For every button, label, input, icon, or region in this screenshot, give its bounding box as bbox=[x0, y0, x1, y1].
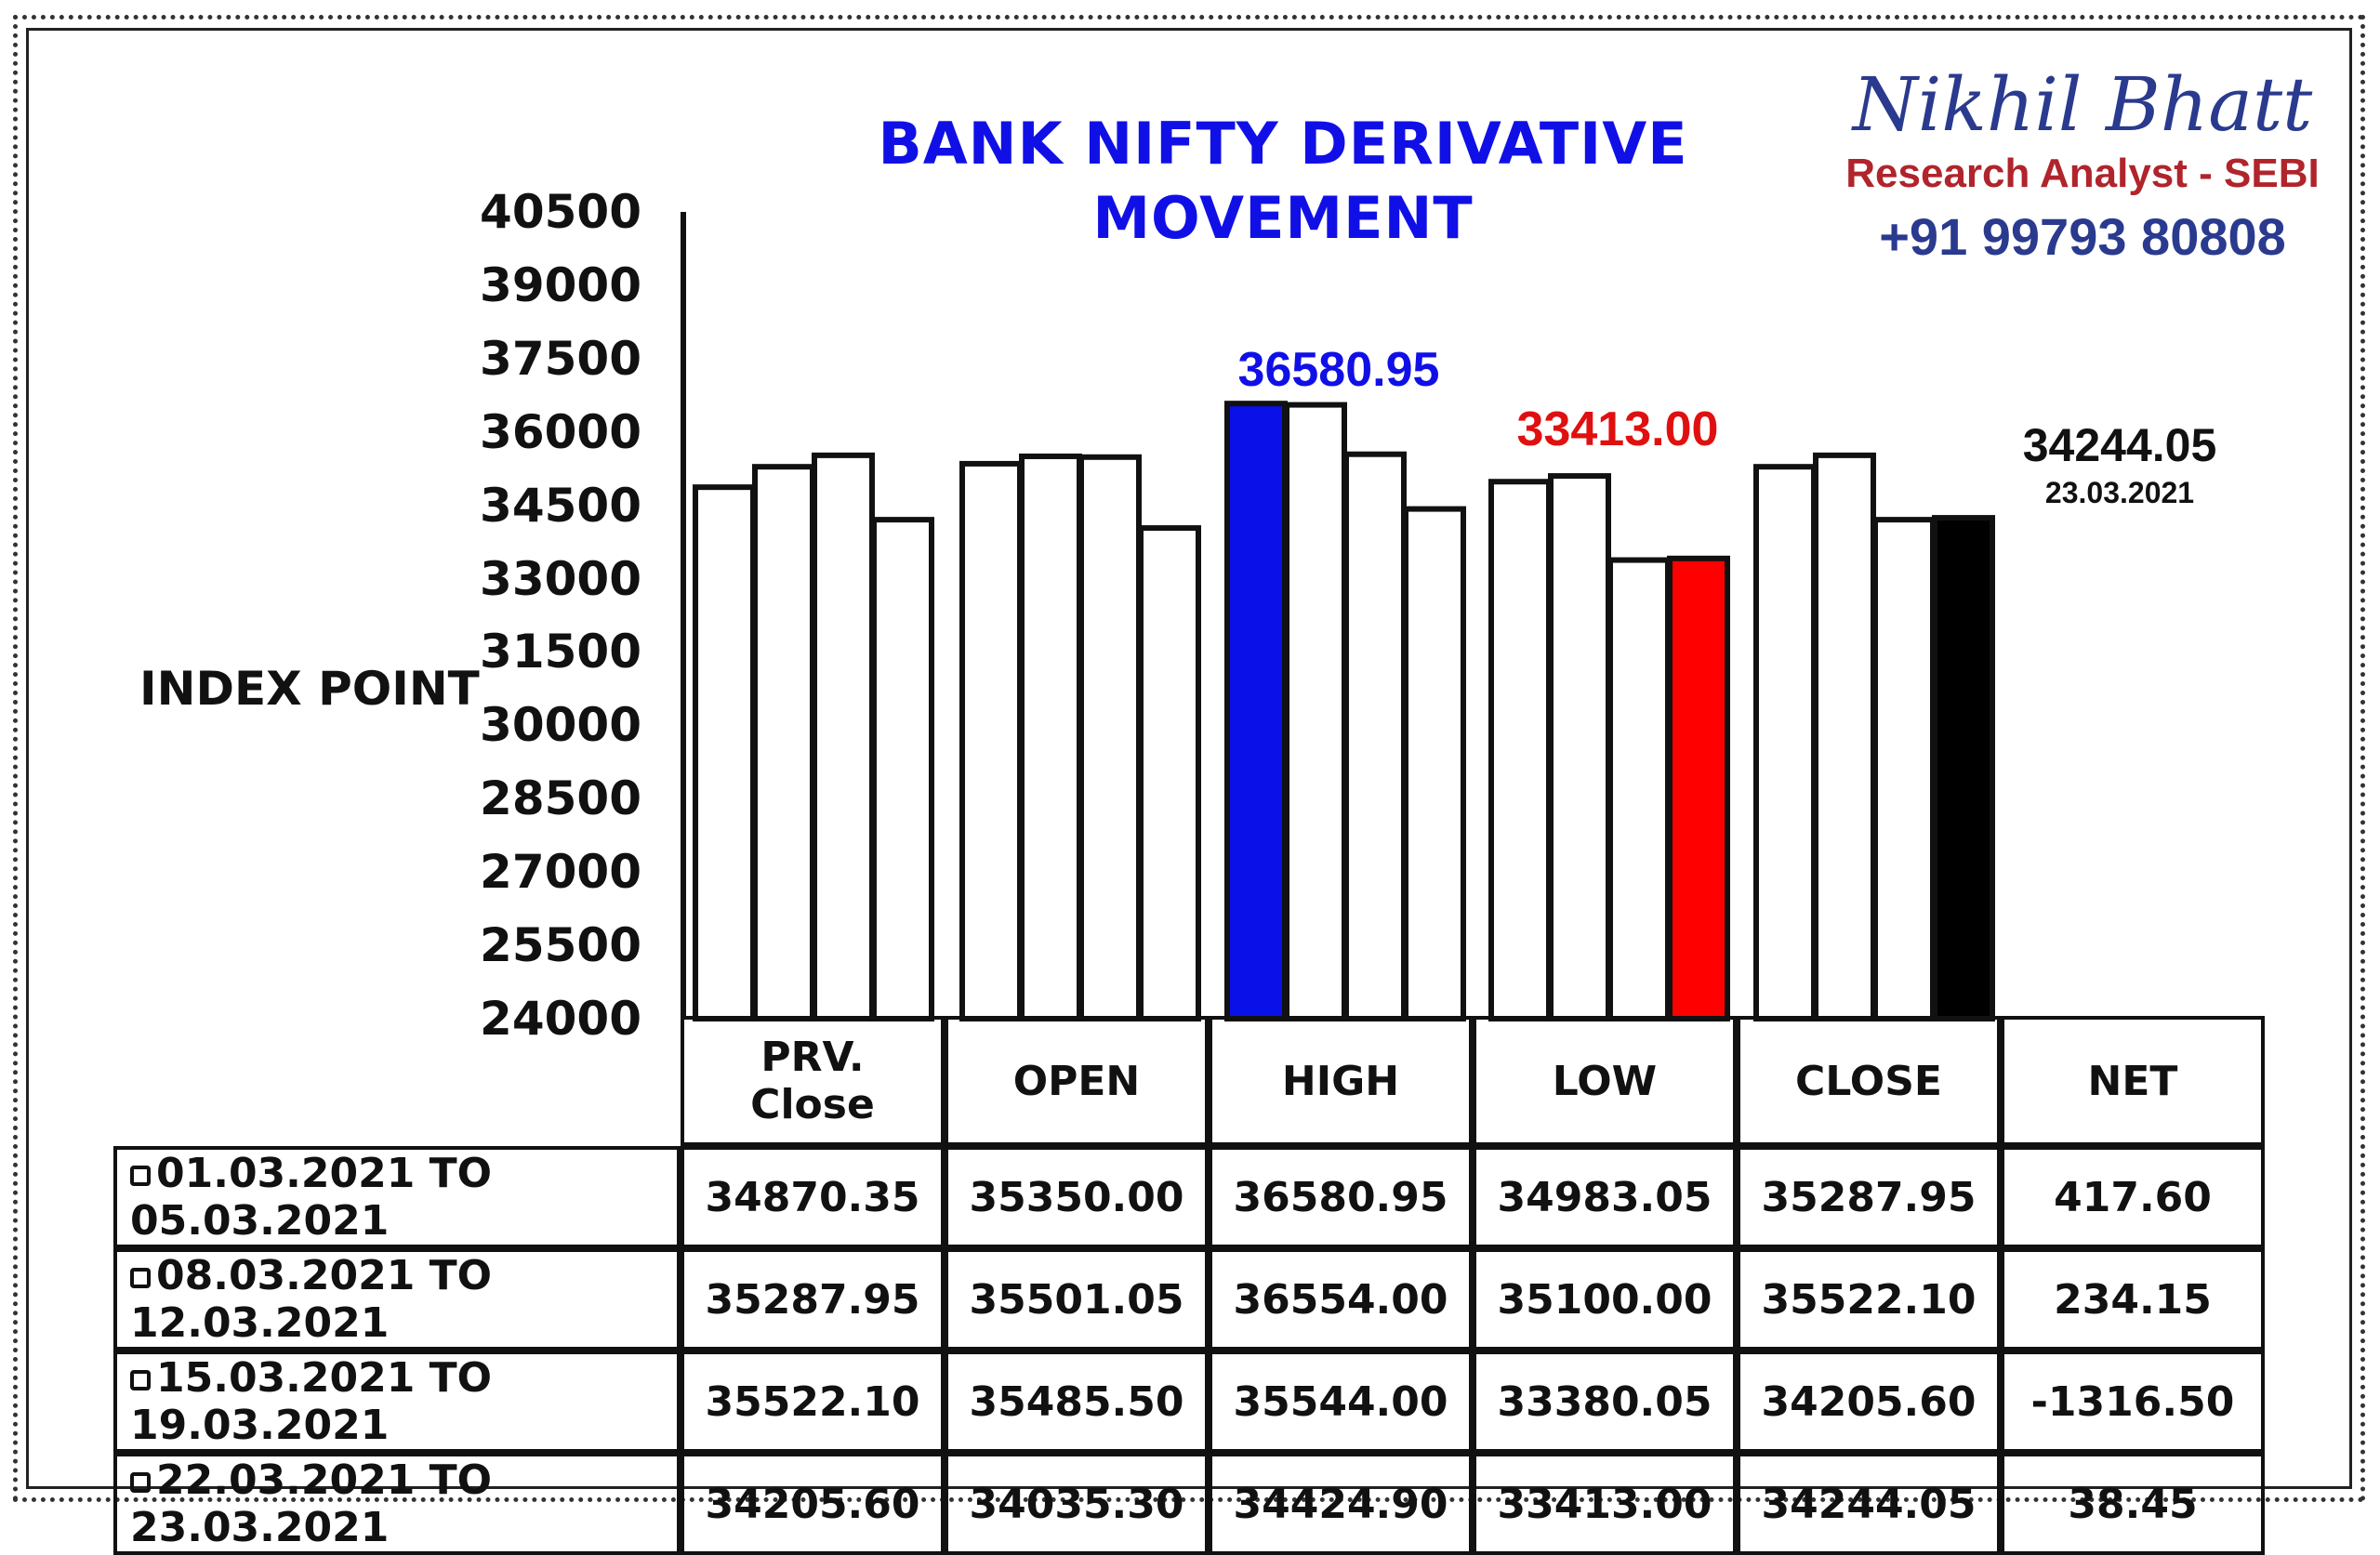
cell-prv-close: 34870.35 bbox=[681, 1146, 945, 1248]
bar-close-s3 bbox=[1872, 517, 1936, 1021]
table-corner bbox=[113, 1016, 681, 1146]
brand-phone: +91 99793 80808 bbox=[1879, 207, 2286, 266]
inner-frame bbox=[26, 28, 2352, 1489]
bar-close-s4 bbox=[1932, 515, 1995, 1021]
bar-open-s3 bbox=[1078, 454, 1142, 1021]
cell-low: 35100.00 bbox=[1473, 1248, 1737, 1351]
cell-open: 35485.50 bbox=[945, 1351, 1209, 1453]
y-tick-label: 24000 bbox=[480, 992, 641, 1046]
bar-low-s1 bbox=[1488, 479, 1552, 1021]
legend-swatch bbox=[130, 1370, 151, 1390]
cell-net: 38.45 bbox=[2001, 1453, 2265, 1555]
cell-open: 35501.05 bbox=[945, 1248, 1209, 1351]
cell-high: 34424.90 bbox=[1209, 1453, 1473, 1555]
y-tick-label: 31500 bbox=[480, 625, 641, 679]
cell-close: 35522.10 bbox=[1737, 1248, 2001, 1351]
header-net: NET bbox=[2001, 1016, 2265, 1146]
high-callout: 36580.95 bbox=[1237, 343, 1440, 397]
cell-close: 34244.05 bbox=[1737, 1453, 2001, 1555]
legend-swatch bbox=[130, 1268, 151, 1288]
header-prv-close: PRV. Close bbox=[681, 1016, 945, 1146]
table-row: 01.03.2021 TO 05.03.2021 34870.35 35350.… bbox=[113, 1146, 2265, 1248]
cell-close: 35287.95 bbox=[1737, 1146, 2001, 1248]
y-tick-label: 27000 bbox=[480, 845, 641, 900]
cell-high: 36580.95 bbox=[1209, 1146, 1473, 1248]
bar-high-s4 bbox=[1403, 506, 1466, 1021]
y-tick-label: 37500 bbox=[480, 331, 641, 386]
cell-low: 33380.05 bbox=[1473, 1351, 1737, 1453]
cell-prv-close: 35522.10 bbox=[681, 1351, 945, 1453]
y-tick-label: 36000 bbox=[480, 404, 641, 459]
cell-prv-close: 34205.60 bbox=[681, 1453, 945, 1555]
table-row: 08.03.2021 TO 12.03.2021 35287.95 35501.… bbox=[113, 1248, 2265, 1351]
bar-chart bbox=[681, 212, 1995, 1022]
table-row: 22.03.2021 TO 23.03.2021 34205.60 34035.… bbox=[113, 1453, 2265, 1555]
bar-low-s4 bbox=[1667, 555, 1730, 1021]
bar-open-s4 bbox=[1138, 525, 1201, 1021]
bar-high-s3 bbox=[1343, 451, 1407, 1021]
y-tick-label: 28500 bbox=[480, 771, 641, 826]
cell-net: 234.15 bbox=[2001, 1248, 2265, 1351]
row-period: 01.03.2021 TO 05.03.2021 bbox=[113, 1146, 681, 1248]
brand-name: Nikhil Bhatt bbox=[1852, 61, 2313, 148]
legend-swatch bbox=[130, 1472, 151, 1493]
cell-close: 34205.60 bbox=[1737, 1351, 2001, 1453]
chart-title-line-1: BANK NIFTY DERIVATIVE bbox=[878, 110, 1688, 178]
y-tick-label: 34500 bbox=[480, 478, 641, 533]
cell-low: 33413.00 bbox=[1473, 1453, 1737, 1555]
y-tick-label: 33000 bbox=[480, 551, 641, 606]
bar-close-s1 bbox=[1753, 464, 1817, 1021]
outer-dotted-frame bbox=[13, 15, 2365, 1502]
row-period: 15.03.2021 TO 19.03.2021 bbox=[113, 1351, 681, 1453]
legend-swatch bbox=[130, 1166, 151, 1186]
bar-open-s2 bbox=[1019, 453, 1082, 1022]
header-low: LOW bbox=[1473, 1016, 1737, 1146]
table-header-row: PRV. Close OPEN HIGH LOW CLOSE NET bbox=[113, 1016, 2265, 1146]
chart-title-line-2: MOVEMENT bbox=[1092, 184, 1474, 252]
bar-prvclose-s1 bbox=[693, 484, 756, 1021]
bar-low-s2 bbox=[1548, 473, 1611, 1021]
cell-high: 35544.00 bbox=[1209, 1351, 1473, 1453]
bar-high-s2 bbox=[1284, 402, 1347, 1022]
bar-low-s3 bbox=[1607, 557, 1671, 1022]
bar-prvclose-s3 bbox=[812, 452, 875, 1021]
y-tick-label: 30000 bbox=[480, 698, 641, 753]
bar-prvclose-s2 bbox=[752, 464, 815, 1021]
cell-net: 417.60 bbox=[2001, 1146, 2265, 1248]
bar-high-s1 bbox=[1224, 401, 1288, 1021]
y-axis-label: INDEX POINT bbox=[139, 662, 480, 716]
y-tick-label: 40500 bbox=[480, 185, 641, 239]
cell-open: 34035.30 bbox=[945, 1453, 1209, 1555]
cell-low: 34983.05 bbox=[1473, 1146, 1737, 1248]
y-tick-label: 25500 bbox=[480, 918, 641, 973]
header-open: OPEN bbox=[945, 1016, 1209, 1146]
row-period: 22.03.2021 TO 23.03.2021 bbox=[113, 1453, 681, 1555]
close-callout: 34244.05 bbox=[2022, 419, 2217, 471]
row-period: 08.03.2021 TO 12.03.2021 bbox=[113, 1248, 681, 1351]
low-callout: 33413.00 bbox=[1516, 402, 1719, 456]
data-table: PRV. Close OPEN HIGH LOW CLOSE NET 01.03… bbox=[113, 1016, 2265, 1555]
cell-high: 36554.00 bbox=[1209, 1248, 1473, 1351]
header-close: CLOSE bbox=[1737, 1016, 2001, 1146]
cell-open: 35350.00 bbox=[945, 1146, 1209, 1248]
cell-prv-close: 35287.95 bbox=[681, 1248, 945, 1351]
brand-role: Research Analyst - SEBI bbox=[1845, 151, 2320, 196]
y-tick-label: 39000 bbox=[480, 257, 641, 312]
close-date-callout: 23.03.2021 bbox=[2044, 476, 2195, 509]
bar-open-s1 bbox=[959, 460, 1023, 1021]
header-high: HIGH bbox=[1209, 1016, 1473, 1146]
bar-prvclose-s4 bbox=[871, 517, 934, 1021]
cell-net: -1316.50 bbox=[2001, 1351, 2265, 1453]
bar-close-s2 bbox=[1813, 452, 1876, 1021]
table-row: 15.03.2021 TO 19.03.2021 35522.10 35485.… bbox=[113, 1351, 2265, 1453]
